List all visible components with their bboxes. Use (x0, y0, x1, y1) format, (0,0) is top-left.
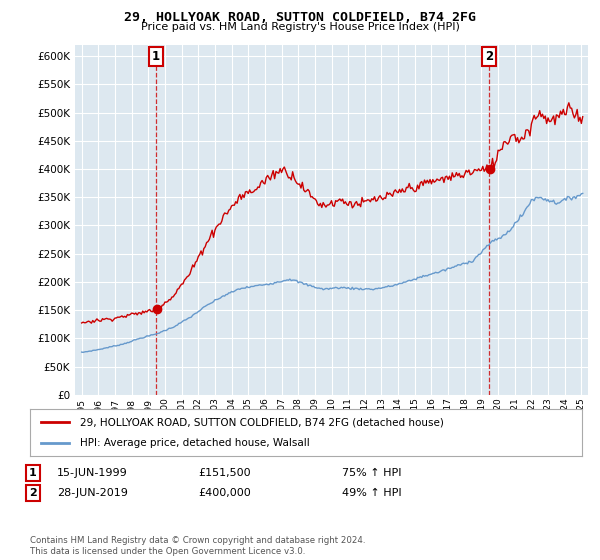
Text: 2: 2 (485, 50, 493, 63)
Text: 29, HOLLYOAK ROAD, SUTTON COLDFIELD, B74 2FG: 29, HOLLYOAK ROAD, SUTTON COLDFIELD, B74… (124, 11, 476, 24)
Text: 28-JUN-2019: 28-JUN-2019 (57, 488, 128, 498)
Text: 15-JUN-1999: 15-JUN-1999 (57, 468, 128, 478)
Text: Price paid vs. HM Land Registry's House Price Index (HPI): Price paid vs. HM Land Registry's House … (140, 22, 460, 32)
Text: Contains HM Land Registry data © Crown copyright and database right 2024.
This d: Contains HM Land Registry data © Crown c… (30, 536, 365, 556)
Text: 1: 1 (29, 468, 37, 478)
Text: 1: 1 (152, 50, 160, 63)
Text: £151,500: £151,500 (198, 468, 251, 478)
Text: £400,000: £400,000 (198, 488, 251, 498)
Text: HPI: Average price, detached house, Walsall: HPI: Average price, detached house, Wals… (80, 438, 310, 448)
Text: 29, HOLLYOAK ROAD, SUTTON COLDFIELD, B74 2FG (detached house): 29, HOLLYOAK ROAD, SUTTON COLDFIELD, B74… (80, 417, 443, 427)
Text: 2: 2 (29, 488, 37, 498)
Text: 49% ↑ HPI: 49% ↑ HPI (342, 488, 401, 498)
Text: 75% ↑ HPI: 75% ↑ HPI (342, 468, 401, 478)
